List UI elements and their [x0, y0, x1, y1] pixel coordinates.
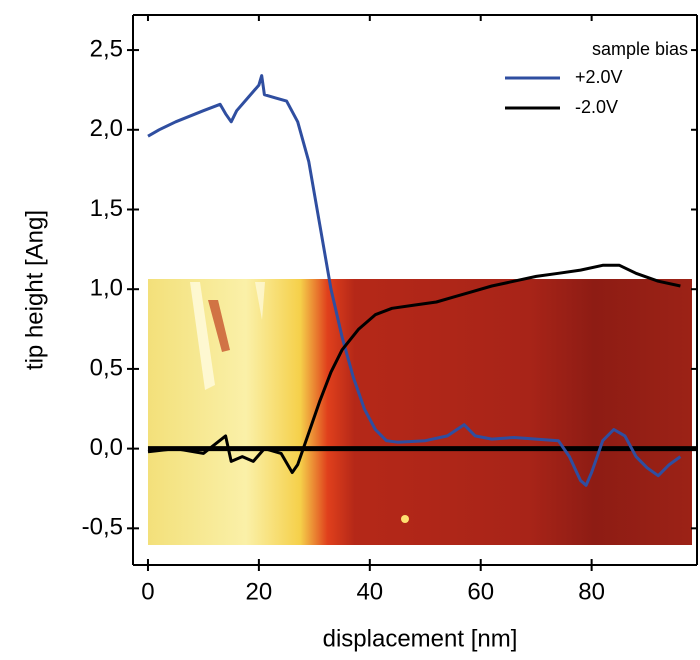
- legend-title: sample bias: [592, 39, 688, 59]
- x-tick-label: 60: [467, 578, 494, 605]
- x-tick-label: 0: [141, 578, 154, 605]
- y-tick-label: 1,0: [90, 275, 123, 302]
- y-tick-label: 2,5: [90, 35, 123, 62]
- stm-image: [148, 279, 692, 545]
- y-tick-label: 2,0: [90, 115, 123, 142]
- x-tick-label: 40: [356, 578, 383, 605]
- y-tick-label: 1,5: [90, 195, 123, 222]
- y-tick-label: -0,5: [82, 514, 123, 541]
- data-line: [147, 263, 681, 474]
- y-tick-label: 0,5: [90, 354, 123, 381]
- y-axis-label: tip height [Ang]: [21, 210, 48, 370]
- data-line: [147, 74, 682, 487]
- x-tick-label: 80: [578, 578, 605, 605]
- legend-label: +2.0V: [575, 67, 623, 87]
- legend-label: -2.0V: [575, 97, 618, 117]
- x-tick-label: 20: [246, 578, 273, 605]
- y-tick-label: 0,0: [90, 434, 123, 461]
- x-axis-label: displacement [nm]: [323, 625, 518, 652]
